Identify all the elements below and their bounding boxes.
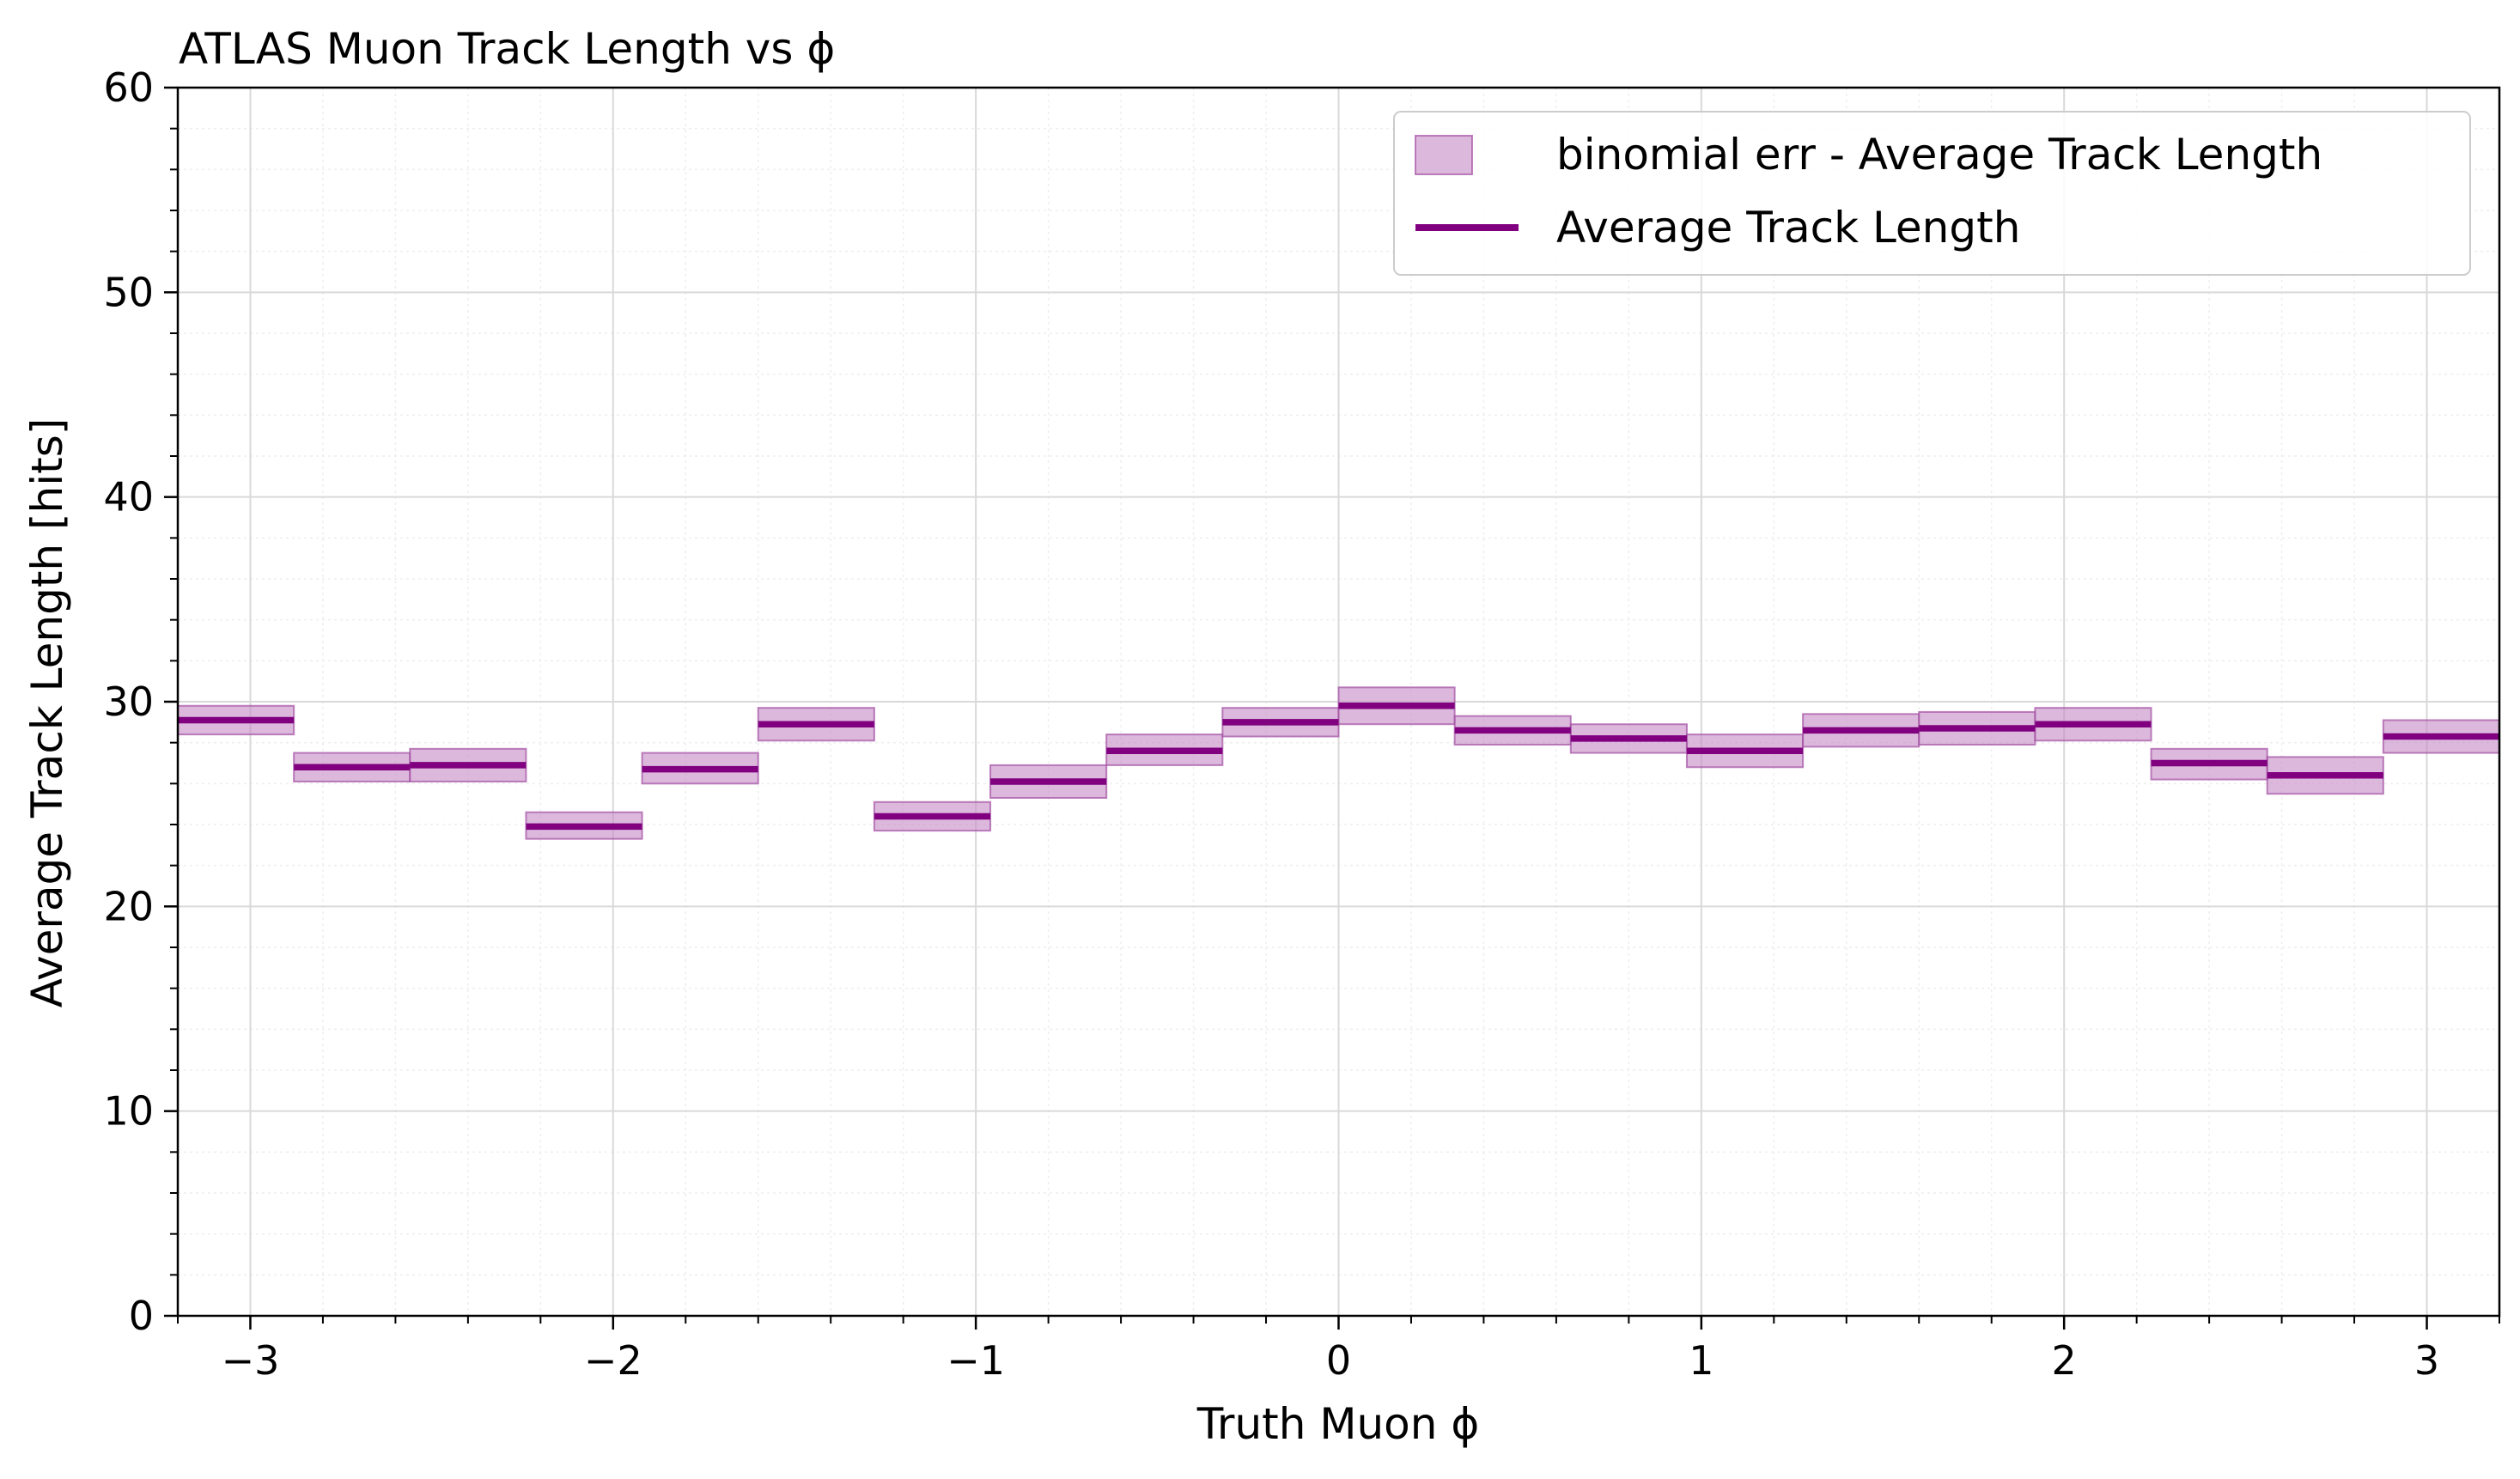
legend: binomial err - Average Track Length Aver…: [1393, 111, 2471, 276]
y-tick-label: 50: [103, 269, 154, 315]
legend-label-band: binomial err - Average Track Length: [1556, 130, 2322, 180]
y-tick-labels: 0 10 20 30 40 50 60: [103, 64, 154, 1339]
chart-title: ATLAS Muon Track Length vs ϕ: [179, 24, 835, 74]
y-tick-label: 60: [103, 64, 154, 111]
y-tick-label: 0: [129, 1293, 154, 1339]
y-tick-label: 40: [103, 474, 154, 520]
x-tick-label: −3: [222, 1337, 280, 1384]
x-tick-label: 2: [2052, 1337, 2077, 1384]
legend-label-line: Average Track Length: [1556, 203, 2020, 253]
step-lines: [178, 703, 2499, 831]
y-tick-label: 10: [103, 1088, 154, 1135]
legend-box: [1393, 111, 2471, 276]
y-tick-label: 20: [103, 883, 154, 929]
x-tick-label: 3: [2414, 1337, 2439, 1384]
x-tick-label: 0: [1326, 1337, 1351, 1384]
y-tick-label: 30: [103, 679, 154, 725]
x-tick-label: −2: [584, 1337, 642, 1384]
y-axis-label: Average Track Length [hits]: [22, 418, 72, 1008]
x-axis-label: Truth Muon ϕ: [1196, 1399, 1480, 1449]
axis-ticks: [164, 86, 2500, 1330]
x-tick-labels: −3 −2 −1 0 1 2 3: [222, 1337, 2440, 1384]
x-tick-label: −1: [947, 1337, 1005, 1384]
x-tick-label: 1: [1689, 1337, 1713, 1384]
legend-band-swatch: [1415, 135, 1473, 175]
